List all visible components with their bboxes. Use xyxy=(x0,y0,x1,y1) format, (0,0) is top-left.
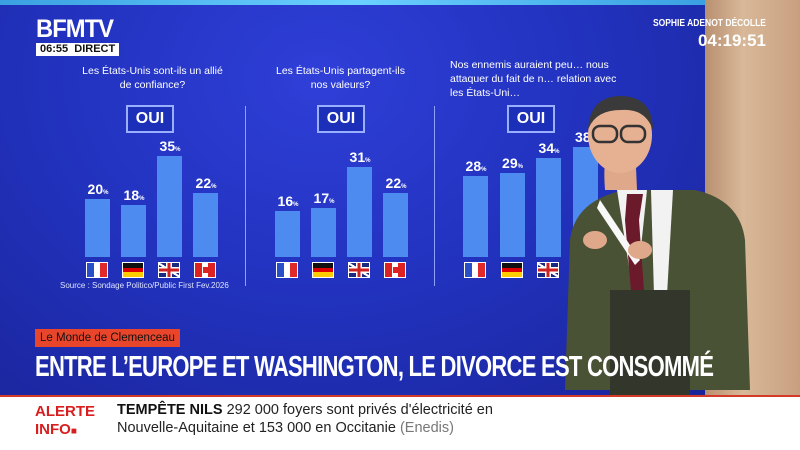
bar-value-label: 34% xyxy=(538,140,560,157)
flag-icon-allemagne xyxy=(122,262,144,278)
chart-1-question: Les États-Unis sont-ils un allié de conf… xyxy=(82,65,223,91)
bar xyxy=(383,193,408,257)
bar-value-label: 18% xyxy=(123,186,145,203)
bar-value-label: 17% xyxy=(313,189,335,206)
chart-2-question: Les États-Unis partagent-ils nos valeurs… xyxy=(276,65,405,91)
ticker-text-2: Nouvelle-Aquitaine et 153 000 en Occitan… xyxy=(117,420,396,436)
bar xyxy=(85,199,110,257)
bar xyxy=(193,193,218,257)
presenter xyxy=(565,95,750,395)
ticker-text-1: 292 000 foyers sont privés d'électricité… xyxy=(226,402,493,418)
flag-icon-royaume-uni xyxy=(537,262,559,278)
ticker-source: (Enedis) xyxy=(399,420,454,436)
bar-value-label: 31% xyxy=(349,149,371,166)
bar xyxy=(157,155,182,257)
chart-1-answer: OUI xyxy=(126,105,174,133)
news-ticker: ALERTE INFO■ TEMPÊTE NILS 292 000 foyers … xyxy=(0,395,800,450)
bar xyxy=(536,158,561,257)
ticker-line-1: TEMPÊTE NILS 292 000 foyers sont privés … xyxy=(117,402,493,419)
program-title: SOPHIE ADENOT DÉCOLLE xyxy=(652,18,766,29)
flag-icon-france xyxy=(464,262,486,278)
alert-label: ALERTE INFO■ xyxy=(35,403,95,441)
flag-icon-france xyxy=(276,262,298,278)
flag-icon-france xyxy=(86,262,108,278)
bar xyxy=(499,172,525,257)
bar xyxy=(311,207,336,257)
live-badge: 06:55 DIRECT xyxy=(36,43,120,56)
bar-value-label: 22% xyxy=(195,175,217,192)
bar-value-label: 35% xyxy=(159,137,181,154)
bar xyxy=(121,204,146,257)
source-note: Source : Sondage Politico/Public First F… xyxy=(60,281,229,290)
bar xyxy=(347,167,372,257)
flag-icon-royaume-uni xyxy=(158,262,180,278)
bar-value-label: 28% xyxy=(465,157,487,174)
live-label: DIRECT xyxy=(74,43,116,55)
chart-3-answer: OUI xyxy=(507,105,555,133)
top-accent-line xyxy=(0,0,710,5)
divider xyxy=(434,106,435,286)
bar xyxy=(275,210,300,257)
time: 06:55 xyxy=(40,43,69,55)
headline: ENTRE L’EUROPE ET WASHINGTON, LE DIVORCE… xyxy=(35,351,714,383)
chart-3-question: Nos ennemis auraient peu… nous attaquer … xyxy=(450,59,617,99)
bar-value-label: 20% xyxy=(87,181,109,197)
bar-value-label: 16% xyxy=(277,192,299,209)
segment-tag: Le Monde de Clemenceau xyxy=(35,329,180,347)
divider xyxy=(245,106,246,286)
square-icon: ■ xyxy=(70,426,77,437)
flag-icon-canada xyxy=(194,262,216,278)
chart-2-answer: OUI xyxy=(317,105,365,133)
bar xyxy=(463,175,488,257)
flag-icon-canada xyxy=(384,262,406,278)
alert-label-line1: ALERTE xyxy=(35,403,95,420)
channel-logo: BFMTV xyxy=(36,15,114,43)
bar-value-label: 29% xyxy=(502,154,523,171)
ticker-line-2: Nouvelle-Aquitaine et 153 000 en Occitan… xyxy=(117,420,454,437)
ticker-topic: TEMPÊTE NILS xyxy=(117,402,223,418)
bar-value-label: 22% xyxy=(385,175,407,192)
flag-icon-allemagne xyxy=(500,262,523,278)
countdown: 04:19:51 xyxy=(697,31,766,50)
flag-icon-royaume-uni xyxy=(348,262,370,278)
alert-label-line2: INFO xyxy=(35,421,71,438)
flag-icon-allemagne xyxy=(312,262,334,278)
